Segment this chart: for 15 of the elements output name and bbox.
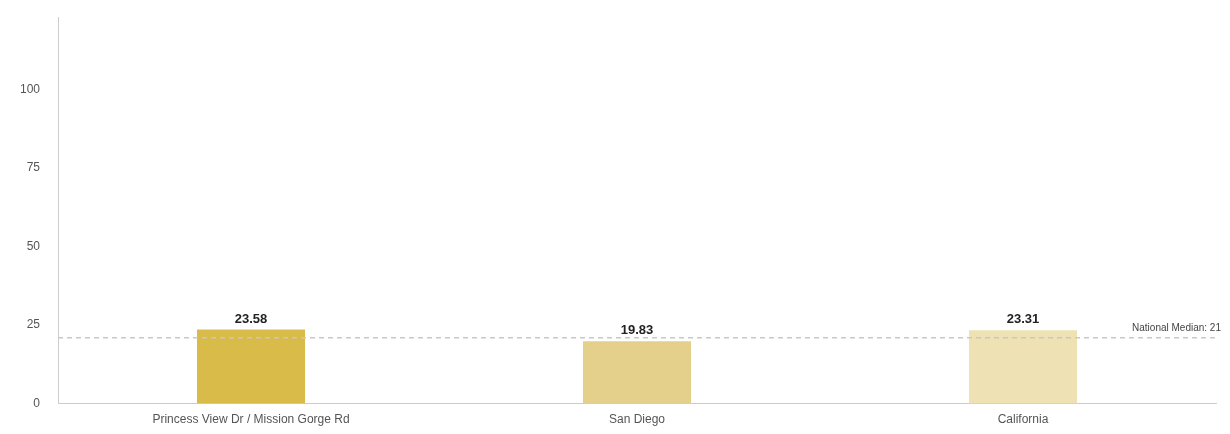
bar bbox=[582, 341, 692, 404]
data-label: 23.58 bbox=[234, 310, 268, 326]
y-tick-label: 100 bbox=[19, 81, 41, 96]
data-label: 23.31 bbox=[1006, 311, 1040, 327]
y-tick-label: 50 bbox=[26, 238, 41, 253]
bar bbox=[196, 329, 306, 404]
y-tick-label: 75 bbox=[26, 160, 41, 175]
ref-line-label: National Median: 21 bbox=[1132, 322, 1222, 334]
x-tick-label: California bbox=[997, 412, 1049, 427]
x-tick-label: Princess View Dr / Mission Gorge Rd bbox=[152, 412, 350, 427]
x-tick-label: San Diego bbox=[608, 412, 666, 427]
data-label: 19.83 bbox=[620, 322, 654, 338]
y-tick-label: 0 bbox=[33, 395, 41, 410]
bar bbox=[968, 330, 1078, 404]
y-tick-label: 25 bbox=[26, 317, 41, 332]
